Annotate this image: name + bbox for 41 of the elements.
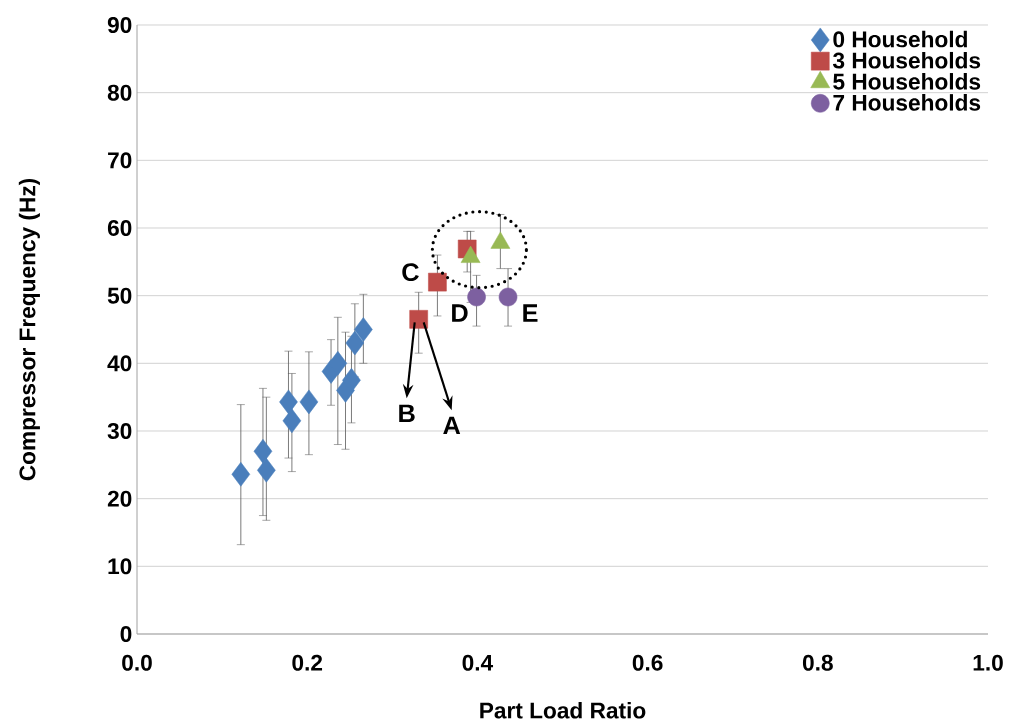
point: [345, 330, 365, 356]
annotation: A: [443, 416, 461, 435]
point: [299, 389, 319, 415]
y-tick-label: 80: [107, 84, 132, 101]
y-tick-label: 0: [120, 625, 132, 643]
annotation: D: [452, 304, 468, 322]
x-tick-label: 0.0: [122, 654, 152, 671]
point: [409, 310, 428, 329]
point: [428, 272, 447, 292]
legend-label: 7 Households: [833, 94, 981, 111]
point: [328, 351, 348, 376]
x-tick-label: 1.0: [973, 654, 1003, 671]
y-tick-label: 10: [108, 558, 132, 575]
point: [342, 367, 361, 393]
legend-label: 3 Households: [832, 51, 981, 69]
y-tick-label: 30: [107, 422, 132, 440]
point: [253, 439, 273, 464]
y-tick-label: 40: [107, 355, 132, 372]
x-tick-label: 0.6: [632, 654, 663, 671]
point: [467, 287, 486, 307]
point: [257, 457, 276, 483]
x-tick-label: 0.4: [462, 654, 494, 671]
y-tick-label: 60: [107, 219, 132, 237]
x-axis-title: Part Load Ratio: [480, 701, 646, 719]
point: [498, 287, 518, 307]
annotation: B: [399, 404, 415, 423]
y-tick-label: 50: [107, 287, 132, 304]
annotation: E: [523, 304, 538, 322]
annotation: C: [402, 263, 419, 282]
point: [279, 389, 298, 415]
x-tick-label: 0.2: [292, 654, 323, 671]
y-tick-label: 20: [107, 490, 132, 507]
legend-label: 0 Household: [833, 30, 967, 48]
point: [231, 462, 251, 487]
y-tick-label: 90: [107, 16, 132, 34]
point: [354, 317, 373, 342]
legend-label: 5 Households: [833, 73, 981, 90]
x-tick-label: 0.8: [802, 654, 833, 671]
y-axis-title: Compressor Frequency (Hz): [18, 178, 40, 481]
y-tick-label: 70: [108, 152, 132, 169]
point: [282, 408, 302, 434]
